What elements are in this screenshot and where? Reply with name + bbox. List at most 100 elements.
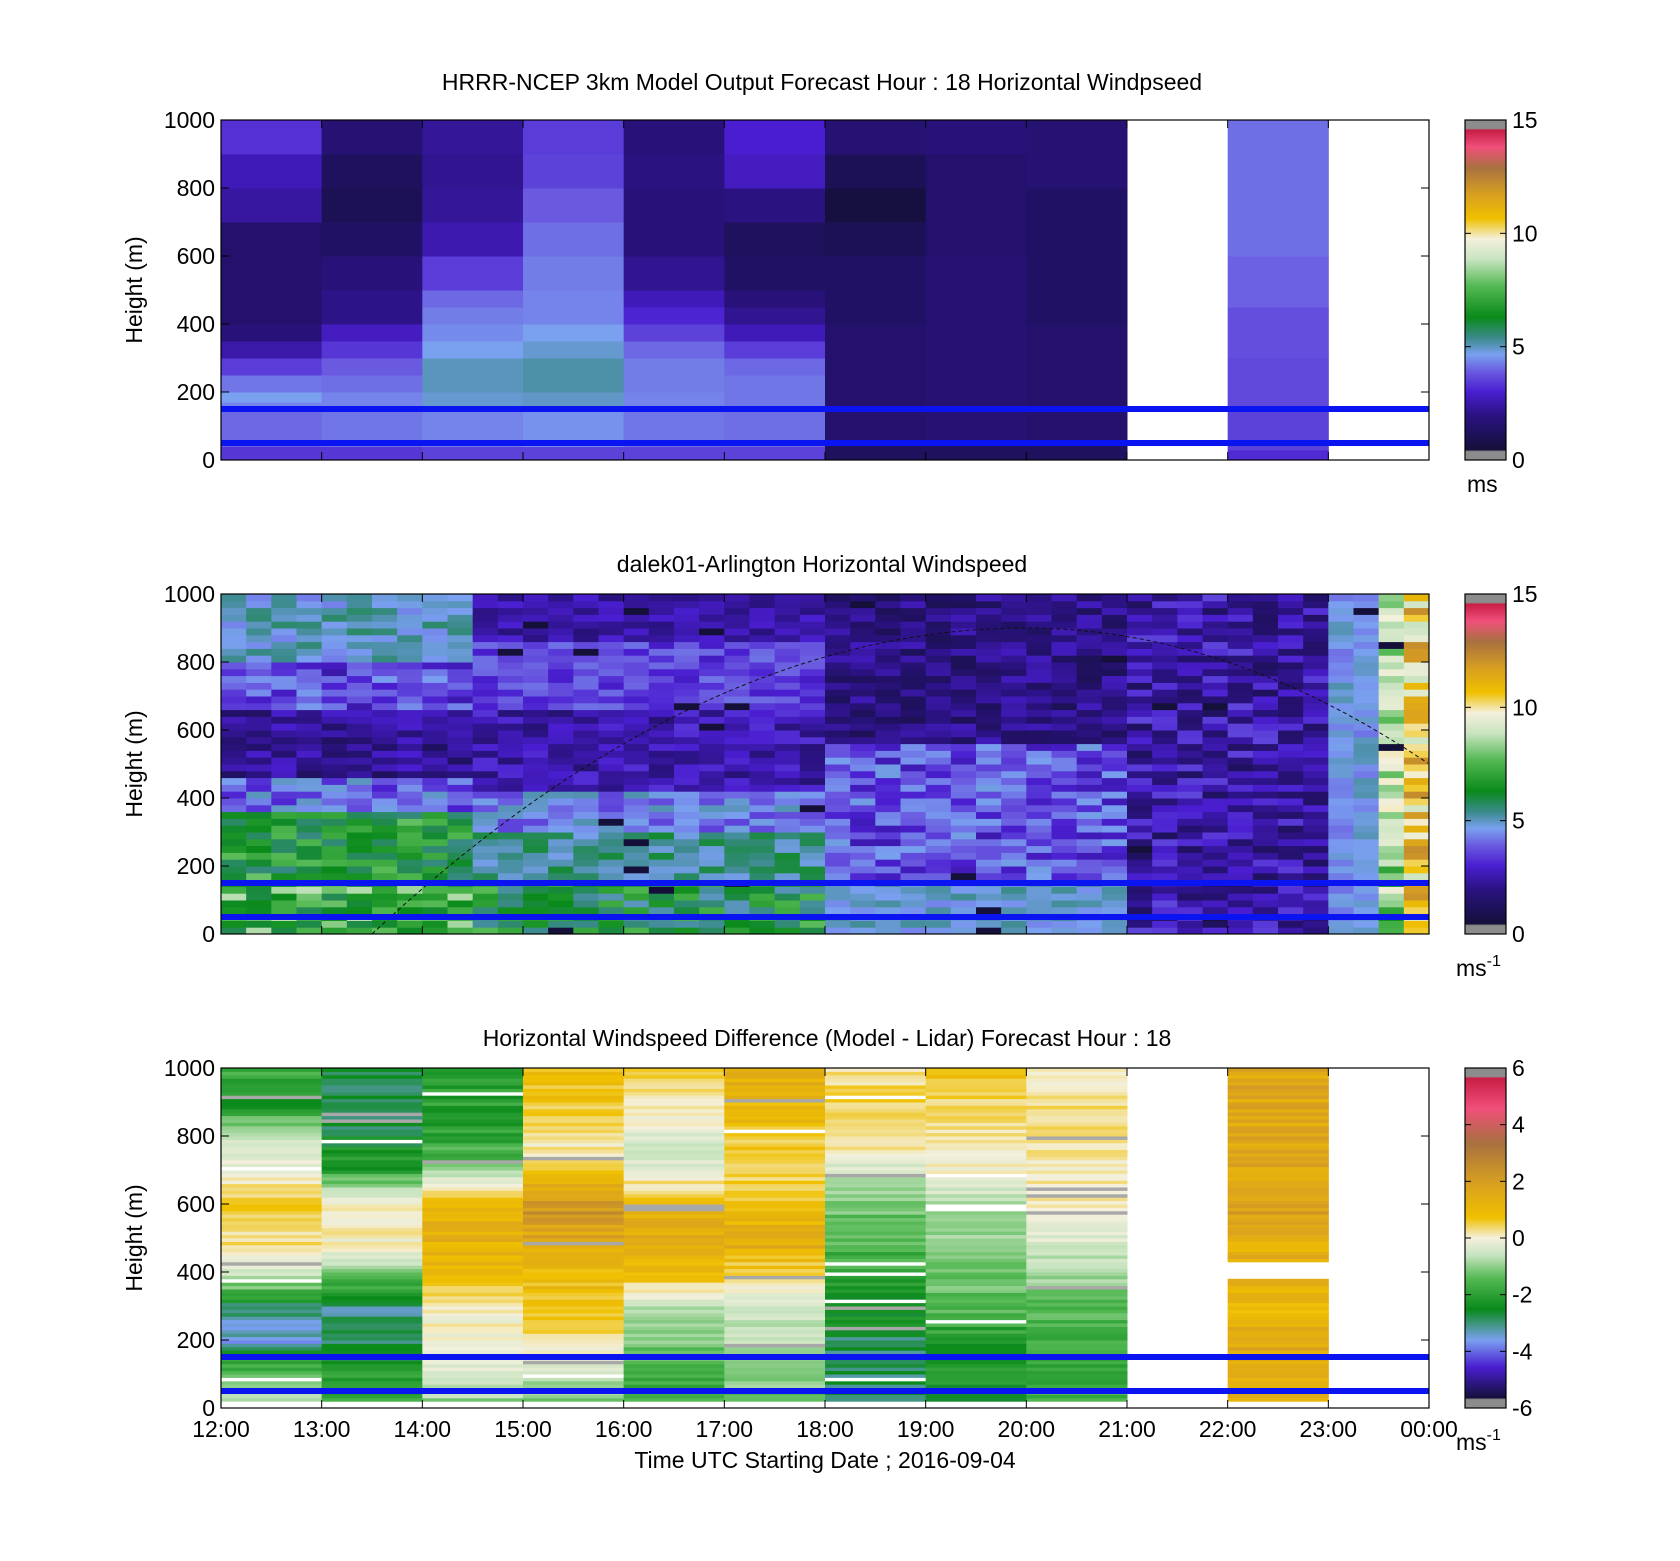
lidar-cell bbox=[1127, 668, 1153, 677]
lidar-cell bbox=[1051, 730, 1078, 738]
lidar-cell bbox=[799, 927, 826, 935]
difference-cell bbox=[321, 1149, 423, 1154]
lidar-cell bbox=[573, 886, 599, 894]
model-cell bbox=[221, 341, 323, 359]
lidar-cell bbox=[296, 852, 323, 860]
difference-cell bbox=[221, 1261, 323, 1266]
lidar-cell bbox=[346, 770, 373, 779]
lidar-cell bbox=[397, 893, 423, 901]
lidar-cell bbox=[1353, 743, 1380, 751]
lidar-cell bbox=[523, 791, 549, 799]
lidar-cell bbox=[1051, 927, 1078, 935]
lidar-cell bbox=[950, 736, 977, 745]
model-cell bbox=[724, 341, 826, 359]
lidar-cell bbox=[875, 689, 901, 697]
model-cell bbox=[724, 307, 826, 325]
lidar-cell bbox=[246, 662, 272, 670]
lidar-cell bbox=[1101, 852, 1128, 860]
difference-cell bbox=[825, 1265, 927, 1270]
lidar-cell bbox=[674, 859, 700, 867]
difference-cell bbox=[321, 1323, 423, 1327]
lidar-cell bbox=[1227, 818, 1254, 826]
difference-cell bbox=[221, 1333, 323, 1338]
lidar-cell bbox=[598, 743, 625, 751]
lidar-cell bbox=[976, 682, 1002, 690]
lidar-cell bbox=[648, 641, 675, 649]
lidar-cell bbox=[1378, 682, 1405, 690]
lidar-cell bbox=[221, 770, 247, 779]
lidar-cell bbox=[1353, 845, 1380, 853]
difference-cell bbox=[724, 1163, 826, 1168]
lidar-cell bbox=[523, 927, 549, 935]
lidar-cell bbox=[950, 818, 977, 826]
lidar-cell bbox=[573, 893, 599, 901]
lidar-cell bbox=[321, 927, 348, 935]
lidar-cell bbox=[900, 655, 927, 663]
colorbar-tick-label: 2 bbox=[1512, 1168, 1525, 1194]
lidar-cell bbox=[850, 723, 876, 731]
lidar-cell bbox=[900, 689, 927, 697]
difference-cell bbox=[825, 1173, 927, 1178]
lidar-cell bbox=[422, 872, 448, 881]
lidar-cell bbox=[1026, 886, 1052, 894]
lidar-cell bbox=[1252, 825, 1279, 833]
difference-cell bbox=[925, 1122, 1027, 1127]
lidar-cell bbox=[1076, 777, 1103, 785]
lidar-cell bbox=[573, 927, 599, 935]
lidar-cell bbox=[674, 614, 700, 622]
lidar-cell bbox=[548, 893, 574, 901]
difference-cell bbox=[221, 1234, 323, 1239]
lidar-cell bbox=[799, 736, 826, 745]
difference-cell bbox=[523, 1333, 625, 1338]
panel-model-x-ticks bbox=[220, 120, 1430, 460]
lidar-cell bbox=[1101, 770, 1128, 779]
lidar-cell bbox=[1303, 920, 1329, 928]
lidar-cell bbox=[523, 689, 549, 697]
lidar-cell bbox=[724, 845, 750, 853]
lidar-cell bbox=[1202, 743, 1229, 751]
difference-cell bbox=[321, 1255, 423, 1259]
lidar-cell bbox=[422, 764, 448, 772]
lidar-cell bbox=[1328, 614, 1354, 622]
difference-cell bbox=[523, 1346, 625, 1351]
difference-cell bbox=[724, 1231, 826, 1236]
lidar-cell bbox=[346, 872, 373, 881]
lidar-cell bbox=[699, 906, 725, 915]
model-cell bbox=[321, 446, 423, 461]
lidar-cell bbox=[1001, 906, 1027, 915]
lidar-cell bbox=[1026, 689, 1052, 697]
lidar-cell bbox=[976, 641, 1002, 649]
lidar-cell bbox=[296, 764, 323, 772]
difference-cell bbox=[825, 1340, 927, 1344]
lidar-cell bbox=[1152, 770, 1178, 779]
difference-cell bbox=[825, 1183, 927, 1188]
x-tick-label: 12:00 bbox=[192, 1416, 250, 1442]
difference-cell bbox=[825, 1248, 927, 1253]
lidar-cell bbox=[1026, 730, 1052, 738]
lidar-cell bbox=[1328, 696, 1354, 704]
difference-cell bbox=[221, 1302, 323, 1307]
lidar-cell bbox=[548, 852, 574, 860]
lidar-cell bbox=[1152, 655, 1178, 663]
lidar-cell bbox=[422, 634, 448, 643]
lidar-cell bbox=[1051, 872, 1078, 881]
lidar-cell bbox=[1202, 893, 1229, 901]
lidar-cell bbox=[950, 811, 977, 819]
model-cell bbox=[422, 358, 524, 393]
lidar-cell bbox=[1328, 730, 1354, 738]
lidar-cell bbox=[1152, 600, 1178, 609]
lidar-cell bbox=[523, 696, 549, 704]
panel-model-y-label: Height (m) bbox=[121, 236, 147, 343]
lidar-cell bbox=[724, 743, 750, 751]
difference-cell bbox=[825, 1095, 927, 1100]
difference-cell bbox=[523, 1170, 625, 1174]
lidar-cell bbox=[1051, 825, 1078, 833]
difference-cell bbox=[623, 1207, 725, 1212]
lidar-cell bbox=[1101, 927, 1128, 935]
lidar-cell bbox=[1378, 770, 1405, 779]
lidar-cell bbox=[925, 886, 952, 894]
difference-cell bbox=[1026, 1122, 1128, 1127]
lidar-cell bbox=[221, 804, 247, 813]
lidar-cell bbox=[850, 900, 876, 908]
lidar-cell bbox=[976, 709, 1002, 717]
